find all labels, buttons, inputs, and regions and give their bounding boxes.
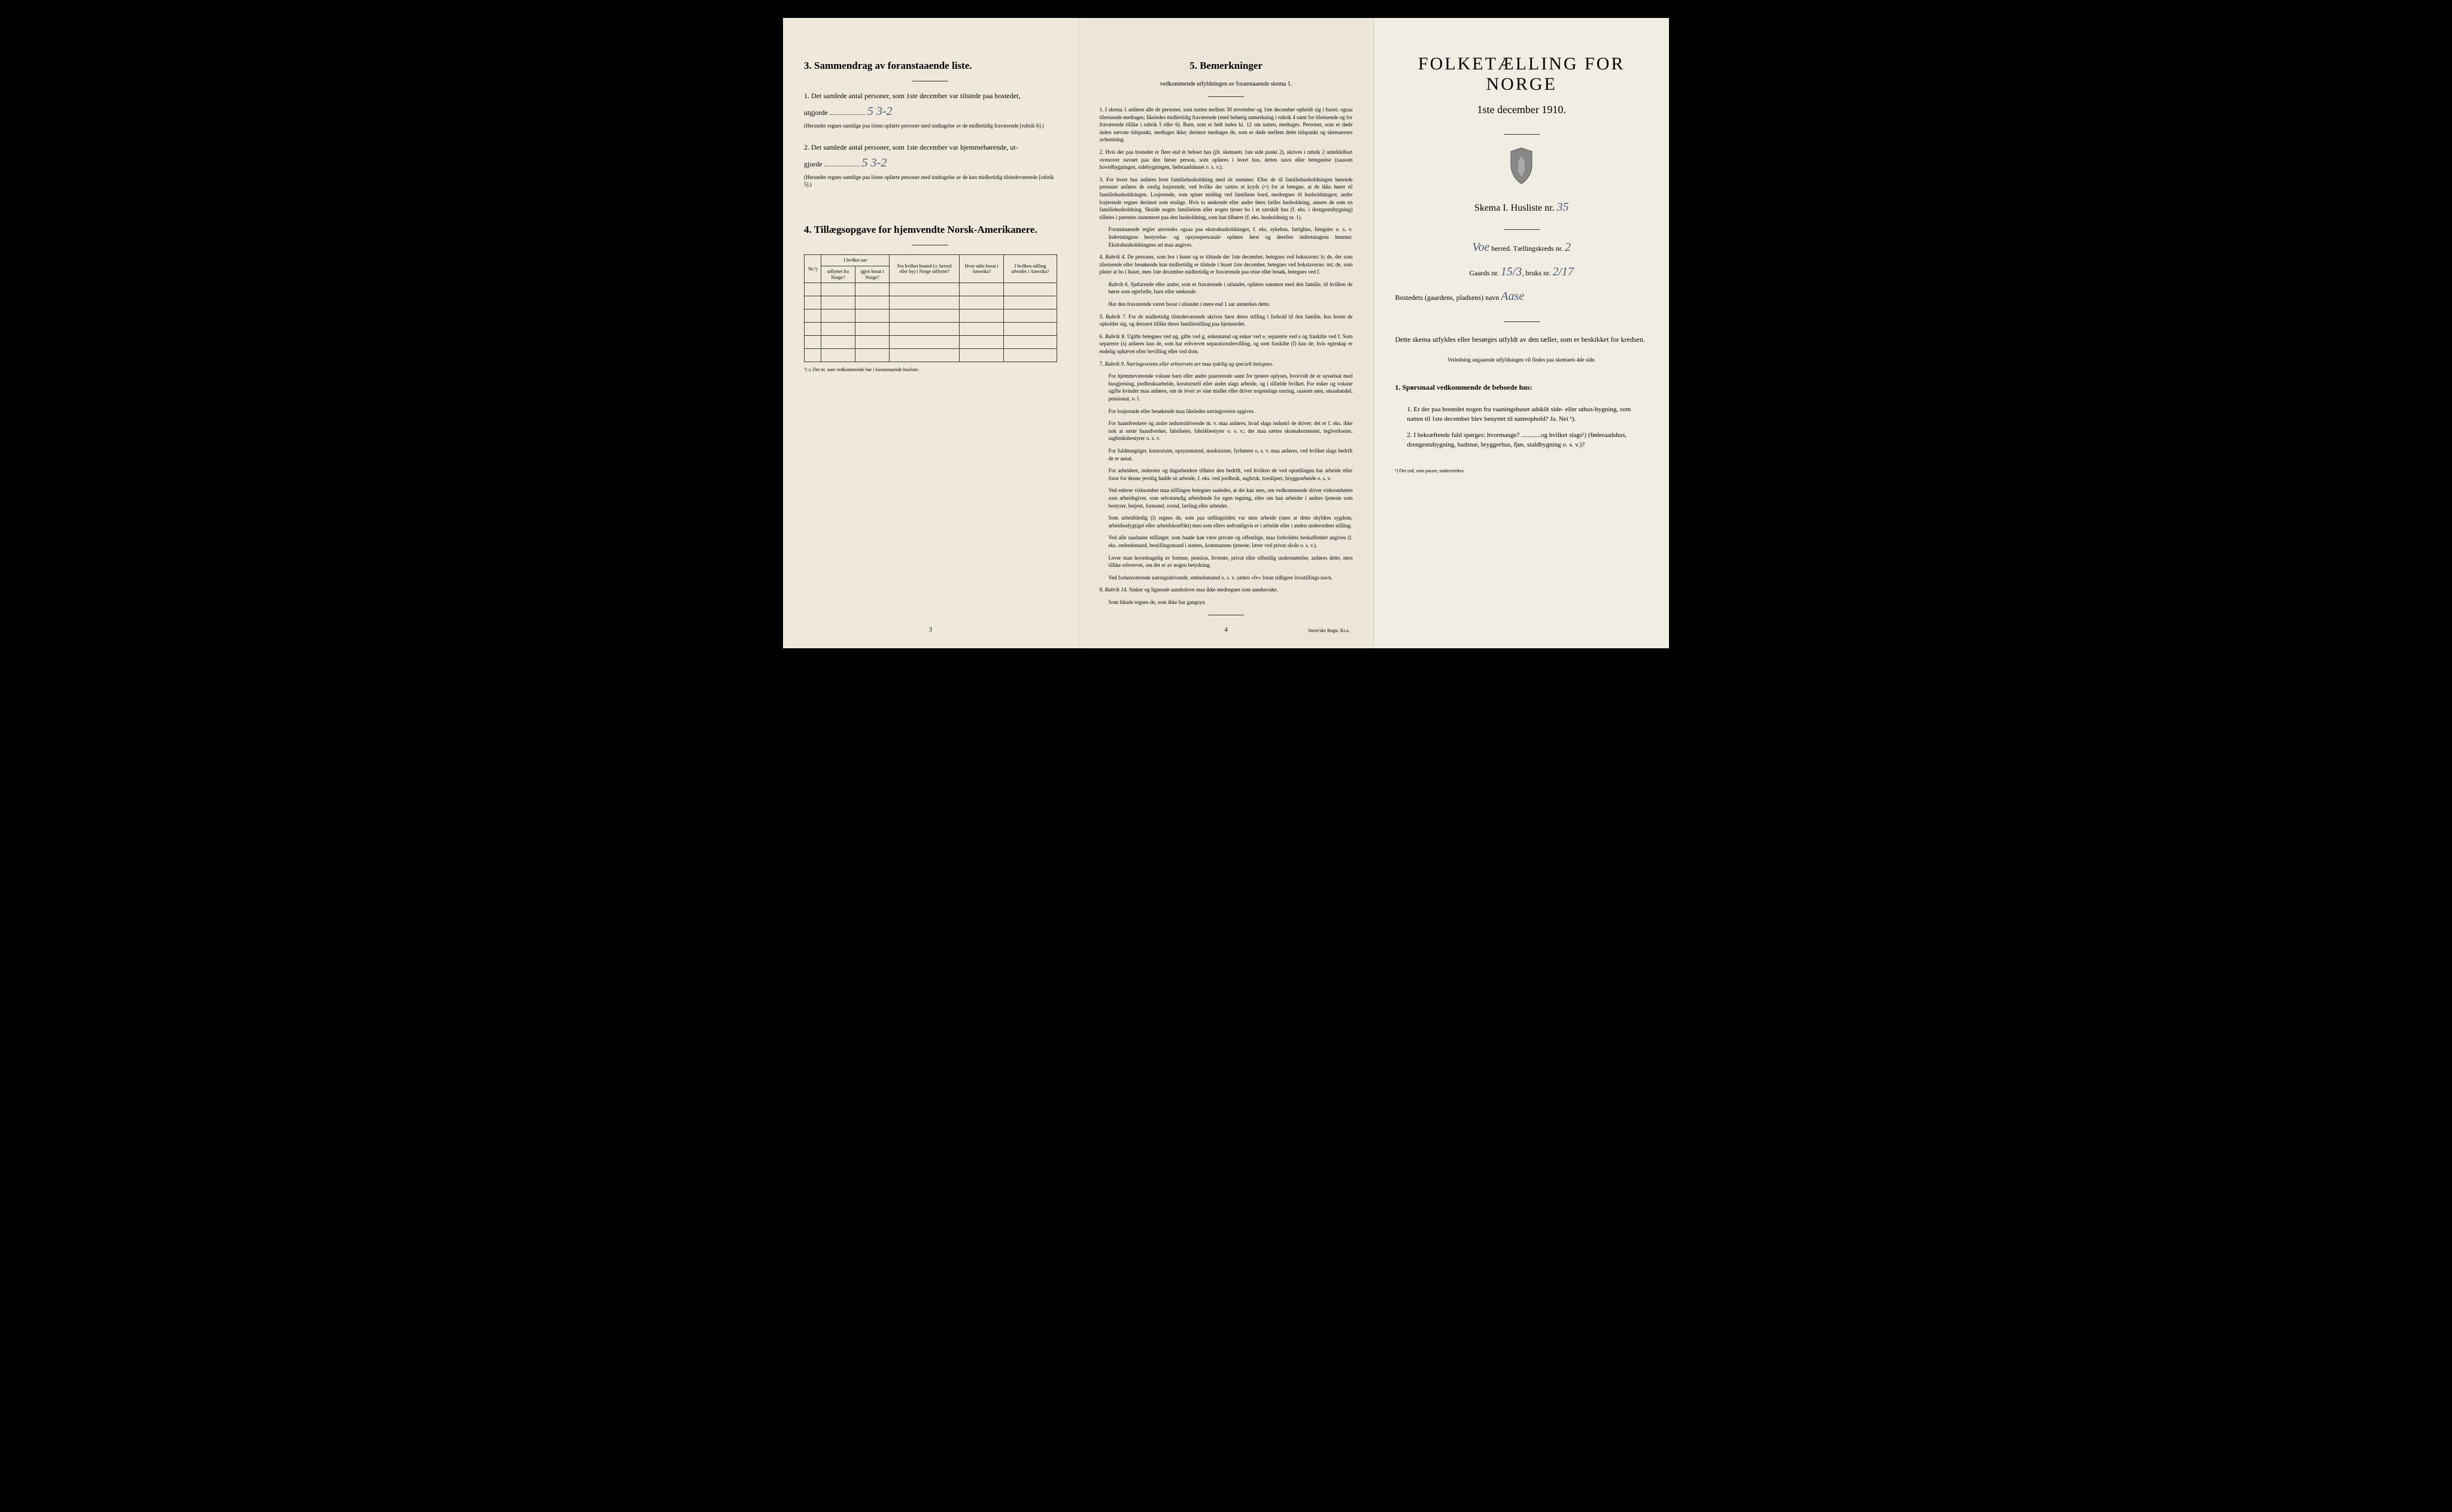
table-row (805, 336, 1057, 349)
divider (1208, 96, 1244, 97)
rubrik6-text: Sjøfarende eller andre, som er fraværend… (1109, 281, 1353, 295)
page-3: 3. Sammendrag av foranstaaende liste. 1.… (783, 18, 1079, 648)
rubrik7-title: Rubrik 7. (1106, 314, 1127, 320)
rubrik14-extra: Som blinde regnes de, som ikke har gangs… (1109, 599, 1353, 606)
section-5-subtitle: vedkommende utfyldningen av foranstaaend… (1100, 81, 1353, 87)
divider (1504, 134, 1540, 135)
herred-line: Voe herred. Tællingskreds nr. 2 (1395, 241, 1648, 254)
gaard-value: 15/3 (1501, 265, 1522, 278)
remark-7: 7. Rubrik 9. Næringsveiens eller erhverv… (1100, 360, 1353, 368)
rubrik9-p8: Ved alle saadanne stillinger, som baade … (1109, 534, 1353, 549)
rubrik9-p2: For losjerende eller besøkende maa likel… (1109, 408, 1353, 415)
gaard-line: Gaards nr. 15/3, bruks nr. 2/17 (1395, 265, 1648, 279)
divider (1504, 229, 1540, 230)
item2-text: 2. Det samlede antal personer, som 1ste … (804, 143, 1018, 151)
summary-item-2: 2. Det samlede antal personer, som 1ste … (804, 142, 1057, 189)
th-from: Fra hvilket bosted (ɔ: herred eller by) … (890, 255, 960, 283)
table-row (805, 309, 1057, 323)
rubrik9-p3: For haandverkere og andre industridriven… (1109, 420, 1353, 442)
section-3-title: 3. Sammendrag av foranstaaende liste. (804, 60, 1057, 72)
remark-8: 8. Rubrik 14. Sinker og lignende aandssl… (1100, 586, 1353, 594)
item2-label: gjorde (804, 160, 823, 168)
item1-label: utgjorde (804, 108, 828, 117)
remark-5: 5. Rubrik 7. For de midlertidig tilstede… (1100, 313, 1353, 328)
th-back: igjen bosat i Norge? (855, 266, 889, 283)
table-row (805, 283, 1057, 296)
rubrik6-title: Rubrik 6. (1109, 281, 1129, 287)
item2-note: (Herunder regnes samtlige paa listen opf… (804, 174, 1057, 188)
rubrik14-text: Sinker og lignende aandsslove maa ikke m… (1129, 587, 1278, 593)
bosted-label: Bostedets (gaardens, pladsens) navn (1395, 293, 1499, 302)
main-title: FOLKETÆLLING FOR NORGE (1395, 54, 1648, 95)
date-title: 1ste december 1910. (1395, 104, 1648, 116)
rubrik8-title: Rubrik 8. (1105, 333, 1125, 339)
rubrik6-extra: Har den fraværende været bosat i utlande… (1109, 300, 1353, 308)
remark-3-extra: Foranstaaende regler anvendes ogsaa paa … (1109, 226, 1353, 248)
question-2: 2. I bekræftende fald spørges: hvormange… (1407, 430, 1648, 450)
item1-text: 1. Det samlede antal personer, som 1ste … (804, 92, 1020, 100)
remark-4: 4. Rubrik 4. De personer, som bor i huse… (1100, 253, 1353, 276)
page-number: 4 (1224, 626, 1228, 633)
bosted-value: Aase (1501, 290, 1524, 303)
rubrik9-p7: Som arbeidsledig (l) regnes de, som paa … (1109, 514, 1353, 529)
rubrik7-text: For de midlertidig tilstedeværende skriv… (1100, 314, 1353, 327)
rubrik9-p6: Ved enhver virksomhet maa stillingen bet… (1109, 487, 1353, 509)
table-row (805, 323, 1057, 336)
remark-2: 2. Hvis der paa bostedet er flere end ét… (1100, 148, 1353, 171)
th-out: utflyttet fra Norge? (821, 266, 855, 283)
rubrik9-p10: Ved forhenværende næringsdrivende, embed… (1109, 574, 1353, 582)
remark-1: 1. I skema 1 anføres alle de personer, s… (1100, 106, 1353, 144)
herred-label: herred. Tællingskreds nr. (1491, 244, 1563, 253)
rubrik6-block: Rubrik 6. Sjøfarende eller andre, som er… (1109, 281, 1353, 296)
rubrik9-p4: For fuldmægtiger, kontorister, opsynsmæn… (1109, 447, 1353, 462)
th-america: Hvor sidst bosat i Amerika? (960, 255, 1004, 283)
question-title: 1. Spørsmaal vedkommende de beboede hus: (1395, 382, 1648, 393)
page-footnote: ¹) Det ord, som passer, understrekes. (1395, 468, 1648, 473)
rubrik9-p9: Lever man hovedsagelig av formue, pensio… (1109, 554, 1353, 569)
table-row (805, 349, 1057, 362)
rubrik4-title: Rubrik 4. (1105, 254, 1125, 260)
census-document: 3. Sammendrag av foranstaaende liste. 1.… (783, 18, 1669, 648)
herred-name: Voe (1472, 241, 1489, 254)
item1-note: (Herunder regnes samtlige paa listen opf… (804, 123, 1057, 130)
section-5-title: 5. Bemerkninger (1100, 60, 1353, 72)
rubrik9-intro: Næringsveiens eller erhvervets art maa t… (1126, 361, 1273, 367)
page-4: 5. Bemerkninger vedkommende utfyldningen… (1079, 18, 1374, 648)
bosted-line: Bostedets (gaardens, pladsens) navn Aase (1395, 290, 1648, 303)
bruk-label: bruks nr. (1525, 269, 1550, 277)
rubrik4-text: De personer, som bor i huset og er tilst… (1100, 254, 1353, 275)
table-footnote: ¹) ɔ: Det nr. som vedkommende har i fora… (804, 367, 1057, 372)
dotted-line (830, 114, 866, 115)
skema-value: 35 (1557, 201, 1569, 214)
item2-value: 5 3-2 (862, 156, 887, 169)
rubrik8-text: Ugifte betegnes ved ug, gifte ved g, enk… (1100, 333, 1353, 354)
question-1: 1. Er der paa bostedet nogen fra vaaning… (1407, 405, 1648, 424)
rubrik9-p1: For hjemmeværende voksne barn eller andr… (1109, 372, 1353, 402)
gaard-label: Gaards nr. (1469, 269, 1498, 277)
instruction-note: Veiledning angaaende utfyldningen vil fi… (1395, 357, 1648, 364)
rubrik14-title: Rubrik 14. (1105, 587, 1128, 593)
kreds-value: 2 (1565, 241, 1571, 254)
skema-label: Skema I. Husliste nr. (1474, 203, 1555, 213)
th-year: I hvilket aar (821, 255, 890, 266)
skema-line: Skema I. Husliste nr. 35 (1395, 201, 1648, 214)
table-row (805, 296, 1057, 309)
page-1-title: FOLKETÆLLING FOR NORGE 1ste december 191… (1374, 18, 1669, 648)
page-number: 3 (929, 626, 933, 633)
bruk-value: 2/17 (1552, 265, 1574, 278)
summary-item-1: 1. Det samlede antal personer, som 1ste … (804, 90, 1057, 130)
section-4-title: 4. Tillægsopgave for hjemvendte Norsk-Am… (804, 224, 1057, 236)
rubrik9-title: Rubrik 9. (1105, 361, 1125, 367)
divider (1504, 321, 1540, 322)
remark-3: 3. For hvert hus anføres hver familiehus… (1100, 176, 1353, 221)
rubrik9-p5: For arbeidere, inderster og dagarbeidere… (1109, 467, 1353, 482)
th-position: I hvilken stilling arbeidet i Amerika? (1004, 255, 1057, 283)
publisher: Steen'ske Bogtr. Kr.a. (1308, 628, 1349, 633)
emigrant-table: Nr.¹) I hvilket aar Fra hvilket bosted (… (804, 254, 1057, 372)
remark-6: 6. Rubrik 8. Ugifte betegnes ved ug, gif… (1100, 333, 1353, 356)
item1-value: 5 3-2 (867, 105, 893, 118)
instruction-text: Dette skema utfyldes eller besørges utfy… (1395, 334, 1648, 345)
th-nr: Nr.¹) (805, 255, 821, 283)
coat-of-arms-icon (1505, 147, 1538, 186)
